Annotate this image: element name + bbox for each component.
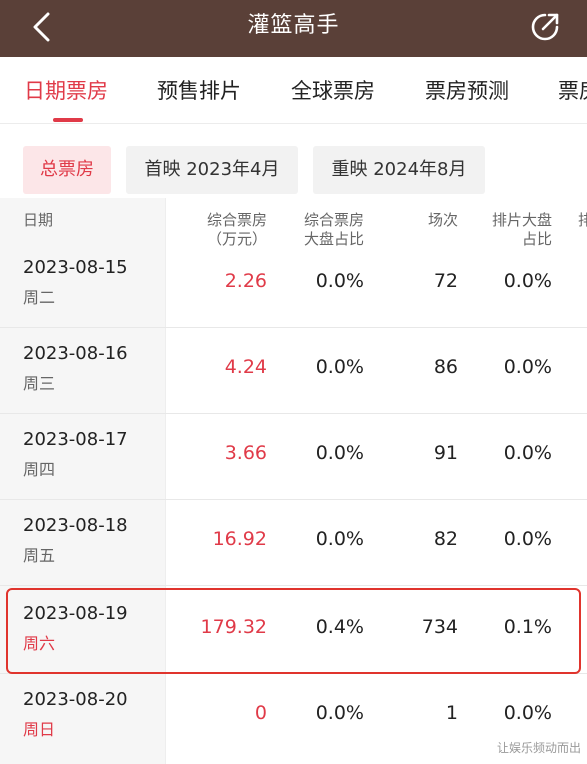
- filter-bar: 总票房 首映 2023年4月 重映 2024年8月: [0, 124, 587, 198]
- row-date: 2023-08-20: [23, 689, 128, 710]
- row-box-office: 0: [254, 702, 267, 724]
- filter-premiere-2023-04[interactable]: 首映 2023年4月: [126, 146, 298, 194]
- table-row[interactable]: 2023-08-15 周二 2.26 0.0% 72 0.0%: [0, 242, 587, 328]
- table-row[interactable]: 2023-08-19 周六 179.32 0.4% 734 0.1%: [0, 588, 587, 674]
- row-weekday: 周日: [23, 720, 56, 739]
- tab-more-box-office[interactable]: 票房: [558, 79, 587, 103]
- row-shows: 91: [433, 442, 458, 464]
- row-weekday: 周二: [23, 288, 56, 307]
- table-row[interactable]: 2023-08-16 周三 4.24 0.0% 86 0.0%: [0, 328, 587, 414]
- row-divider: [0, 585, 587, 586]
- filter-total-box-office[interactable]: 总票房: [23, 146, 111, 194]
- header-shows: 场次: [427, 211, 458, 229]
- highlight-box: [6, 588, 581, 674]
- chevron-left-icon: [33, 12, 50, 42]
- row-schedule-share: 0.0%: [503, 270, 552, 292]
- row-weekday: 周三: [23, 374, 56, 393]
- header-box-office-share: 综合票房 大盘占比: [303, 211, 364, 248]
- row-date: 2023-08-19: [23, 603, 128, 624]
- table-row[interactable]: 2023-08-17 周四 3.66 0.0% 91 0.0%: [0, 414, 587, 500]
- row-weekday: 周六: [23, 634, 56, 653]
- share-icon: [531, 13, 559, 41]
- row-schedule-share: 0.0%: [503, 528, 552, 550]
- date-column-background: [0, 198, 165, 764]
- row-box-office: 4.24: [224, 356, 267, 378]
- row-box-office-share: 0.0%: [315, 442, 364, 464]
- tab-box-office-forecast[interactable]: 票房预测: [425, 79, 509, 103]
- row-divider: [0, 413, 587, 414]
- row-shows: 72: [433, 270, 458, 292]
- row-divider: [0, 327, 587, 328]
- watermark-text: 让娱乐频动而出: [496, 741, 581, 755]
- row-schedule-share: 0.1%: [503, 616, 552, 638]
- header-extra-cut: 排: [578, 211, 587, 229]
- active-tab-indicator: [53, 118, 83, 122]
- header-box-office: 综合票房 （万元）: [206, 211, 267, 248]
- back-button[interactable]: [24, 9, 60, 45]
- row-weekday: 周四: [23, 460, 56, 479]
- table-row[interactable]: 2023-08-20 周日 0 0.0% 1 0.0%: [0, 674, 587, 760]
- row-shows: 734: [421, 616, 458, 638]
- row-shows: 86: [433, 356, 458, 378]
- header-schedule-share: 排片大盘 占比: [491, 211, 552, 248]
- row-box-office-share: 0.0%: [315, 702, 364, 724]
- row-box-office: 16.92: [212, 528, 267, 550]
- app-header: 灌篮高手: [0, 0, 587, 57]
- tab-bar: 日期票房 预售排片 全球票房 票房预测 票房: [0, 57, 587, 124]
- row-divider: [0, 499, 587, 500]
- row-schedule-share: 0.0%: [503, 442, 552, 464]
- share-button[interactable]: [526, 8, 564, 46]
- row-box-office-share: 0.0%: [315, 270, 364, 292]
- row-box-office-share: 0.0%: [315, 528, 364, 550]
- table-row[interactable]: 2023-08-18 周五 16.92 0.0% 82 0.0%: [0, 500, 587, 586]
- filter-rerelease-2024-08[interactable]: 重映 2024年8月: [313, 146, 485, 194]
- tab-global-box-office[interactable]: 全球票房: [291, 79, 375, 103]
- row-shows: 82: [433, 528, 458, 550]
- row-box-office: 3.66: [224, 442, 267, 464]
- column-divider: [165, 198, 166, 764]
- row-box-office: 179.32: [200, 616, 267, 638]
- row-date: 2023-08-15: [23, 257, 128, 278]
- row-date: 2023-08-18: [23, 515, 128, 536]
- row-box-office-share: 0.0%: [315, 356, 364, 378]
- tab-daily-box-office[interactable]: 日期票房: [24, 79, 108, 103]
- tab-presale-schedule[interactable]: 预售排片: [157, 79, 241, 103]
- row-schedule-share: 0.0%: [503, 702, 552, 724]
- row-schedule-share: 0.0%: [503, 356, 552, 378]
- row-shows: 1: [445, 702, 458, 724]
- header-date: 日期: [23, 211, 54, 229]
- page-title: 灌篮高手: [247, 13, 340, 38]
- row-weekday: 周五: [23, 546, 56, 565]
- row-date: 2023-08-17: [23, 429, 128, 450]
- row-date: 2023-08-16: [23, 343, 128, 364]
- row-box-office-share: 0.4%: [315, 616, 364, 638]
- row-box-office: 2.26: [224, 270, 267, 292]
